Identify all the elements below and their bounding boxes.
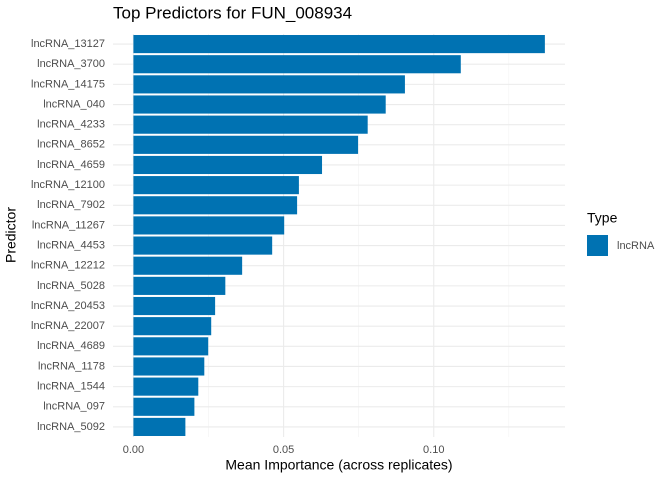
y-tick-label: lncRNA_3700 bbox=[37, 58, 105, 70]
bar bbox=[133, 296, 216, 316]
bar bbox=[133, 377, 199, 396]
y-tick-label: lncRNA_040 bbox=[43, 98, 105, 110]
bar bbox=[133, 256, 243, 275]
bar bbox=[133, 357, 205, 376]
bar bbox=[133, 216, 285, 235]
y-tick-label: lncRNA_22007 bbox=[31, 320, 105, 332]
y-tick-label: lncRNA_5028 bbox=[37, 280, 105, 292]
y-tick-label: lncRNA_4659 bbox=[37, 159, 105, 171]
legend-swatch bbox=[587, 235, 608, 256]
y-tick-label: lncRNA_4689 bbox=[37, 340, 105, 352]
bar bbox=[133, 35, 545, 54]
bar bbox=[133, 417, 186, 436]
y-tick-label: lncRNA_14175 bbox=[31, 78, 105, 90]
bar bbox=[133, 196, 298, 215]
bar bbox=[133, 55, 461, 74]
bar bbox=[133, 317, 212, 336]
bar bbox=[133, 135, 359, 154]
chart-title: Top Predictors for FUN_008934 bbox=[113, 3, 352, 22]
bar bbox=[133, 337, 209, 356]
x-tick-label: 0.00 bbox=[123, 444, 144, 456]
bar bbox=[133, 155, 323, 175]
bar bbox=[133, 176, 299, 195]
y-tick-label: lncRNA_7902 bbox=[37, 199, 105, 211]
y-axis-label: Predictor bbox=[3, 207, 19, 263]
y-tick-label: lncRNA_4233 bbox=[37, 119, 105, 131]
x-tick-label: 0.05 bbox=[273, 444, 294, 456]
y-tick-label: lncRNA_8652 bbox=[37, 139, 105, 151]
y-tick-label: lncRNA_12100 bbox=[31, 179, 105, 191]
y-tick-label: lncRNA_4453 bbox=[37, 239, 105, 251]
bar bbox=[133, 236, 273, 255]
bar bbox=[133, 115, 368, 134]
y-tick-label: lncRNA_097 bbox=[43, 401, 105, 413]
x-tick-label: 0.10 bbox=[423, 444, 444, 456]
bar bbox=[133, 397, 195, 416]
y-tick-label: lncRNA_1178 bbox=[38, 360, 105, 372]
y-tick-label: lncRNA_11267 bbox=[32, 219, 105, 231]
bar bbox=[133, 276, 226, 295]
y-tick-label: lncRNA_5092 bbox=[37, 421, 105, 433]
y-tick-label: lncRNA_13127 bbox=[31, 38, 105, 50]
legend-title: Type bbox=[587, 210, 618, 226]
bar bbox=[133, 95, 386, 114]
y-tick-label: lncRNA_1544 bbox=[37, 381, 105, 393]
legend-label: lncRNA bbox=[617, 240, 655, 252]
y-tick-label: lncRNA_20453 bbox=[31, 300, 105, 312]
bar bbox=[133, 75, 405, 94]
x-axis-label: Mean Importance (across replicates) bbox=[225, 457, 452, 473]
y-tick-label: lncRNA_12212 bbox=[31, 260, 105, 272]
